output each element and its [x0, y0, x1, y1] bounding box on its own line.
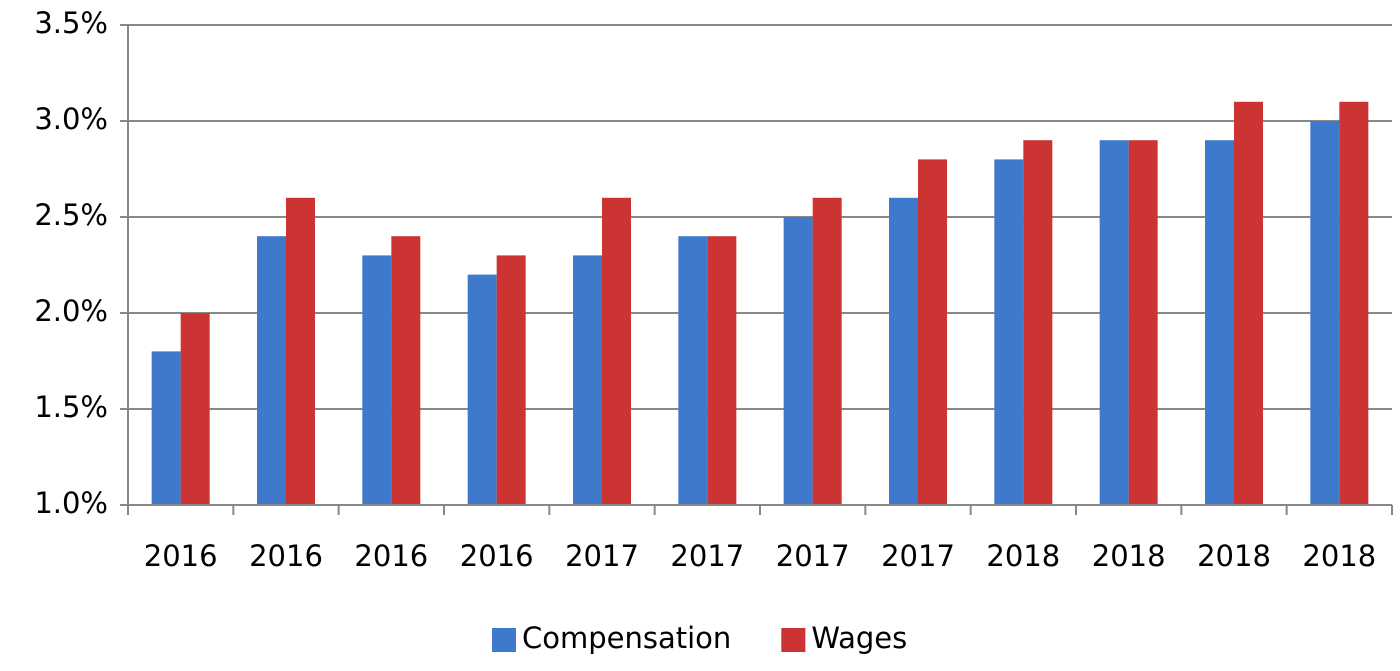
bar — [180, 313, 210, 505]
legend-swatch — [492, 628, 516, 652]
x-tick-label: 2018 — [1197, 539, 1271, 573]
bar — [151, 351, 181, 505]
x-tick-label: 2017 — [670, 539, 744, 573]
legend-label: Compensation — [522, 621, 731, 655]
bar — [1234, 101, 1263, 506]
x-tick-label: 2018 — [986, 539, 1060, 573]
bar — [889, 197, 918, 506]
y-tick-label: 1.0% — [34, 486, 108, 520]
bar — [1099, 140, 1129, 505]
bar — [391, 236, 421, 505]
bar — [1023, 140, 1053, 505]
x-tick-label: 2016 — [144, 539, 218, 573]
y-tick-label: 3.5% — [34, 6, 108, 40]
x-tick-label: 2017 — [776, 539, 850, 573]
bar — [467, 274, 497, 505]
bar — [257, 236, 286, 505]
bar — [994, 159, 1024, 505]
y-tick-label: 1.5% — [34, 390, 108, 424]
bar — [812, 197, 842, 506]
x-tick-label: 2016 — [354, 539, 428, 573]
x-tick-label: 2018 — [1302, 539, 1376, 573]
legend-swatch — [781, 628, 806, 652]
bar — [1205, 140, 1234, 505]
x-tick-label: 2016 — [460, 539, 534, 573]
bar — [707, 236, 737, 505]
bar — [1339, 101, 1369, 506]
bar — [602, 197, 631, 506]
bar — [1310, 121, 1340, 505]
x-tick-label: 2017 — [881, 539, 955, 573]
bar — [496, 255, 526, 505]
y-tick-label: 3.0% — [34, 102, 108, 136]
bar — [783, 217, 813, 505]
legend-label: Wages — [811, 621, 907, 655]
x-tick-label: 2016 — [249, 539, 323, 573]
bar — [573, 255, 602, 505]
x-tick-label: 2017 — [565, 539, 639, 573]
bar — [1128, 140, 1158, 505]
bar — [678, 236, 708, 505]
y-tick-label: 2.0% — [34, 294, 108, 328]
y-tick-label: 2.5% — [34, 198, 108, 232]
x-tick-label: 2018 — [1092, 539, 1166, 573]
bar — [286, 197, 315, 506]
bar — [918, 159, 947, 505]
bar — [362, 255, 392, 505]
